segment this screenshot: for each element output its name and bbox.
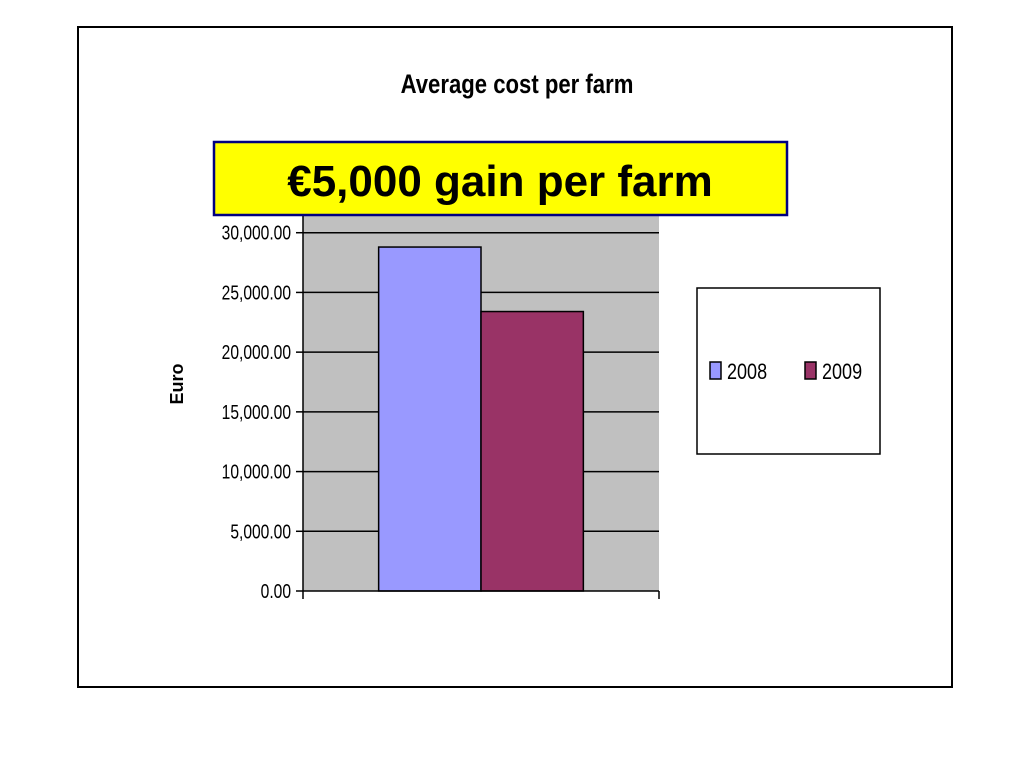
y-tick-label: 0.00 <box>261 580 291 602</box>
annotation-box <box>212 140 789 217</box>
legend-swatch-2008 <box>709 361 722 380</box>
legend: 2008 2009 <box>696 287 881 455</box>
y-tick-label: 5,000.00 <box>230 520 291 542</box>
y-tick-label: 10,000.00 <box>222 461 291 483</box>
y-tick-label: 30,000.00 <box>222 222 291 244</box>
y-tick-label: 20,000.00 <box>222 341 291 363</box>
legend-swatch-2009 <box>804 361 817 380</box>
annotation-callout: €5,000 gain per farm <box>212 140 789 217</box>
annotation-text: €5,000 gain per farm <box>287 157 713 206</box>
legend-label-2008: 2008 <box>727 360 767 384</box>
y-tick-label: 15,000.00 <box>222 401 291 423</box>
legend-box <box>696 287 881 455</box>
legend-items: 2008 2009 <box>709 360 862 384</box>
chart-title: Average cost per farm <box>401 70 634 100</box>
legend-label-2009: 2009 <box>822 360 862 384</box>
bar-2009 <box>480 310 585 592</box>
y-axis-label: Euro <box>167 363 187 404</box>
y-tick-label: 25,000.00 <box>222 282 291 304</box>
bar-2008 <box>377 246 482 592</box>
